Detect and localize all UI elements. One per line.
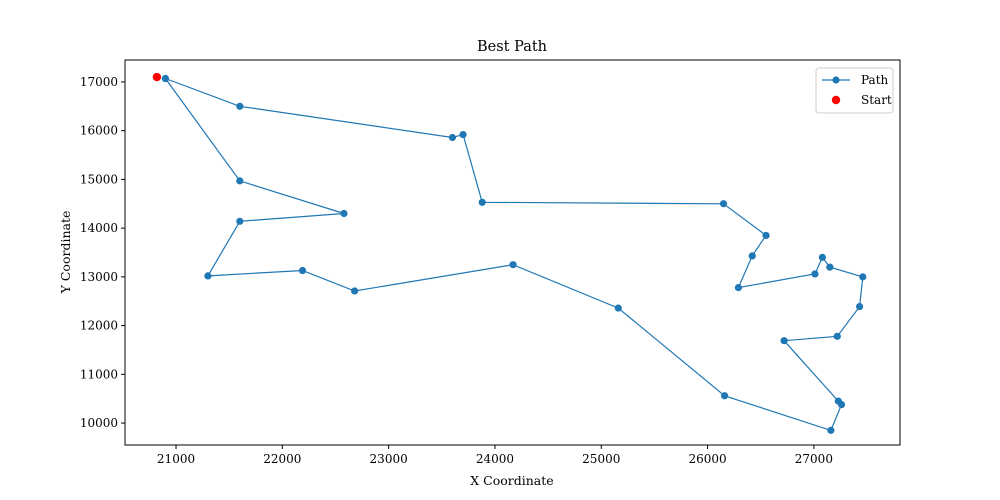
y-tick-label: 15000 [80, 172, 118, 186]
path-point [448, 133, 457, 142]
path-point [509, 261, 517, 269]
x-tick-label: 23000 [370, 452, 408, 466]
path-point [859, 273, 867, 281]
path-point [748, 252, 756, 260]
start-point [152, 72, 162, 82]
path-point [719, 200, 728, 208]
x-axis-label: X Coordinate [470, 473, 553, 488]
path-point [827, 426, 835, 434]
path-point [204, 272, 212, 280]
path-point [351, 287, 359, 295]
x-tick-label: 21000 [157, 452, 195, 466]
y-axis: 10000 11000 12000 13000 14000 15000 16000 17000 [80, 75, 125, 430]
legend-start-label: Start [861, 93, 892, 107]
legend: Path Start [815, 67, 894, 114]
path-point [478, 198, 486, 206]
y-tick-label: 13000 [80, 270, 118, 284]
path-point [161, 74, 169, 83]
path-line [164, 77, 864, 432]
path-point [340, 209, 348, 218]
y-tick-label: 12000 [80, 319, 118, 333]
path-point [837, 400, 846, 409]
legend-start-marker [831, 95, 841, 105]
y-tick-label: 10000 [80, 416, 118, 430]
y-tick-label: 17000 [80, 75, 118, 89]
path-point [833, 332, 841, 340]
y-tick-label: 16000 [80, 124, 118, 138]
axes-frame [124, 59, 901, 446]
y-tick-label: 14000 [80, 221, 118, 235]
path-point [236, 177, 244, 185]
path-point [734, 283, 743, 292]
y-axis-label: Y Coordinate [58, 211, 73, 295]
chart-title: Best Path [477, 39, 547, 55]
path-point [826, 263, 834, 271]
x-tick-label: 27000 [795, 452, 833, 466]
path-point [811, 270, 819, 278]
x-tick-label: 25000 [582, 452, 620, 466]
path-point [236, 102, 244, 110]
path-point [298, 266, 307, 275]
x-tick-label: 26000 [688, 452, 726, 466]
x-tick-label: 22000 [263, 452, 301, 466]
path-point [720, 392, 729, 400]
legend-path-marker [832, 76, 840, 84]
path-point [818, 253, 826, 261]
x-tick-label: 24000 [476, 452, 514, 466]
x-axis: 21000 22000 23000 24000 25000 26000 27000 [157, 445, 833, 466]
path-point [236, 217, 244, 225]
path-point [614, 304, 622, 312]
plot-area [152, 72, 867, 434]
legend-path-label: Path [861, 73, 889, 87]
path-point [459, 130, 467, 139]
path-point [856, 302, 864, 311]
path-point [780, 337, 788, 345]
y-tick-label: 11000 [80, 367, 118, 381]
path-point [762, 231, 770, 240]
